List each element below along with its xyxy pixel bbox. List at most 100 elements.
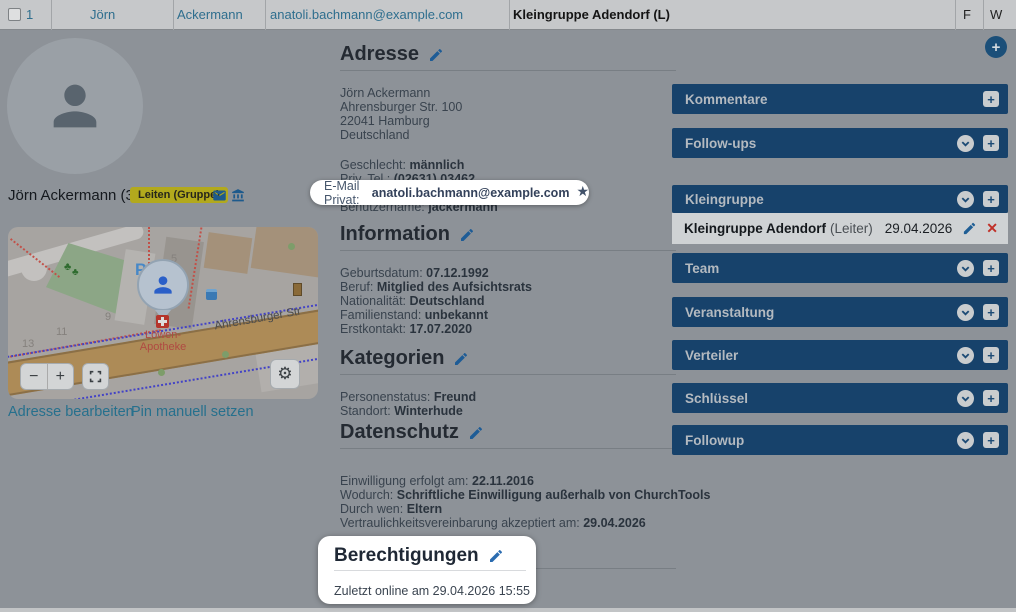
star-icon[interactable]: ★ bbox=[576, 183, 589, 199]
field-row: Nationalität: Deutschland bbox=[340, 294, 485, 308]
field-label: Durch wen: bbox=[340, 502, 404, 516]
column-divider bbox=[265, 0, 266, 30]
column-divider bbox=[51, 0, 52, 30]
row-email-link[interactable]: anatoli.bachmann@example.com bbox=[270, 7, 464, 22]
section-title-text: Kategorien bbox=[340, 347, 445, 369]
field-label: Geschlecht: bbox=[340, 158, 407, 172]
panel-label: Kommentare bbox=[685, 91, 768, 107]
plus-glyph: + bbox=[987, 135, 995, 151]
panel-followup[interactable]: Followup + bbox=[672, 425, 1008, 455]
map-pin bbox=[137, 259, 189, 311]
field-value: männlich bbox=[409, 158, 465, 172]
chevron-down-icon[interactable] bbox=[957, 431, 974, 449]
chevron-down-icon[interactable] bbox=[957, 303, 974, 321]
row-group-cell: Kleingruppe Adendorf (L) bbox=[513, 7, 670, 22]
add-relation-button[interactable]: + bbox=[985, 36, 1007, 58]
plus-icon[interactable]: + bbox=[983, 304, 999, 320]
chevron-down-icon[interactable] bbox=[957, 389, 974, 407]
plus-icon[interactable]: + bbox=[983, 432, 999, 448]
panel-veranstaltung[interactable]: Veranstaltung + bbox=[672, 297, 1008, 327]
plus-icon[interactable]: + bbox=[983, 260, 999, 276]
map-zoom-in-button[interactable]: + bbox=[55, 367, 65, 385]
edit-address-link[interactable]: Adresse bearbeiten bbox=[8, 404, 134, 420]
section-title-kategorien: Kategorien bbox=[340, 347, 469, 370]
panel-kommentare[interactable]: Kommentare + bbox=[672, 84, 1008, 114]
mail-icon[interactable] bbox=[211, 188, 228, 203]
field-value: Winterhude bbox=[394, 404, 463, 418]
field-label: Einwilligung erfolgt am: bbox=[340, 474, 469, 488]
plus-icon[interactable]: + bbox=[983, 347, 999, 363]
tree-icon: ♣ bbox=[72, 267, 79, 278]
plus-icon[interactable]: + bbox=[983, 91, 999, 107]
map-house-number: 11 bbox=[56, 326, 68, 338]
row-index-link[interactable]: 1 bbox=[26, 7, 34, 22]
last-online-text: Zuletzt online am 29.04.2026 15:55 bbox=[334, 584, 530, 598]
plus-glyph: + bbox=[987, 432, 995, 448]
panel-kleingruppe[interactable]: Kleingruppe + bbox=[672, 185, 1008, 213]
section-title-berechtigungen: Berechtigungen bbox=[334, 545, 536, 567]
panel-label: Veranstaltung bbox=[685, 304, 775, 320]
group-date: 29.04.2026 bbox=[884, 221, 953, 236]
plus-icon[interactable]: + bbox=[983, 390, 999, 406]
email-private-highlight[interactable]: E-Mail Privat: anatoli.bachmann@example.… bbox=[310, 179, 589, 207]
field-value: Mitglied des Aufsichtsrats bbox=[376, 280, 532, 294]
field-value: 29.04.2026 bbox=[583, 516, 646, 530]
address-line: Jörn Ackermann bbox=[340, 86, 431, 100]
plus-icon[interactable]: + bbox=[983, 135, 999, 151]
map-zoom-out-button[interactable]: − bbox=[29, 367, 39, 385]
panel-team[interactable]: Team + bbox=[672, 253, 1008, 283]
person-list-row: 1 Jörn Ackermann anatoli.bachmann@exampl… bbox=[0, 0, 1016, 30]
panel-schluessel[interactable]: Schlüssel + bbox=[672, 383, 1008, 413]
map-poi-dot bbox=[158, 369, 165, 376]
plus-glyph: + bbox=[987, 191, 995, 207]
field-value: anatoli.bachmann@example.com bbox=[371, 185, 570, 200]
chevron-down-icon[interactable] bbox=[957, 346, 974, 364]
chevron-down-icon[interactable] bbox=[957, 259, 974, 277]
kleingruppe-entry-row: Kleingruppe Adendorf (Leiter) 29.04.2026… bbox=[672, 213, 1008, 244]
panel-followups[interactable]: Follow-ups + bbox=[672, 128, 1008, 158]
group-name[interactable]: Kleingruppe Adendorf bbox=[684, 221, 826, 236]
edit-pencil-icon[interactable] bbox=[428, 47, 444, 63]
section-title-information: Information bbox=[340, 223, 475, 246]
edit-pencil-icon[interactable] bbox=[488, 548, 504, 564]
plus-icon[interactable]: + bbox=[983, 191, 999, 207]
panel-label: Schlüssel bbox=[685, 390, 749, 406]
section-divider bbox=[340, 250, 676, 251]
row-checkbox[interactable] bbox=[8, 8, 21, 21]
section-title-text: Berechtigungen bbox=[334, 545, 479, 566]
field-value: Schriftliche Einwilligung außerhalb von … bbox=[396, 488, 711, 502]
avatar bbox=[7, 38, 143, 174]
address-line: 22041 Hamburg bbox=[340, 114, 430, 128]
edit-pencil-icon[interactable] bbox=[453, 351, 469, 367]
address-map[interactable]: ♣ ♣ Ahrensburger Str 5 9 11 13 P bbox=[8, 227, 318, 399]
field-label: Wodurch: bbox=[340, 488, 394, 502]
column-divider bbox=[509, 0, 510, 30]
map-fullscreen-button[interactable] bbox=[82, 363, 109, 390]
field-row: Personenstatus: Freund bbox=[340, 390, 476, 404]
chevron-down-icon[interactable] bbox=[957, 134, 974, 152]
panel-label: Verteiler bbox=[685, 347, 739, 363]
berechtigungen-highlight[interactable]: Berechtigungen Zuletzt online am 29.04.2… bbox=[318, 536, 536, 604]
field-value: Deutschland bbox=[409, 294, 485, 308]
section-title-text: Adresse bbox=[340, 43, 419, 65]
field-row: Beruf: Mitglied des Aufsichtsrats bbox=[340, 280, 532, 294]
panel-verteiler[interactable]: Verteiler + bbox=[672, 340, 1008, 370]
set-pin-link[interactable]: Pin manuell setzen bbox=[131, 404, 254, 420]
field-label: Familienstand: bbox=[340, 308, 422, 322]
field-row: Einwilligung erfolgt am: 22.11.2016 bbox=[340, 474, 534, 488]
column-divider bbox=[955, 0, 956, 30]
chevron-down-icon[interactable] bbox=[957, 190, 974, 208]
row-firstname-link[interactable]: Jörn bbox=[90, 7, 116, 22]
map-poi-dot bbox=[222, 351, 229, 358]
map-house-number: 9 bbox=[105, 311, 112, 323]
field-row: Vertraulichkeitsvereinbarung akzeptiert … bbox=[340, 516, 646, 530]
edit-pencil-icon[interactable] bbox=[459, 227, 475, 243]
edit-pencil-icon[interactable] bbox=[962, 221, 977, 236]
section-title-text: Information bbox=[340, 223, 450, 245]
field-row: Geschlecht: männlich bbox=[340, 158, 464, 172]
organization-icon[interactable] bbox=[231, 188, 245, 203]
map-settings-button[interactable]: ⚙ bbox=[270, 359, 300, 389]
edit-pencil-icon[interactable] bbox=[468, 425, 484, 441]
delete-icon[interactable]: ✕ bbox=[986, 220, 998, 236]
row-lastname-link[interactable]: Ackermann bbox=[177, 7, 243, 22]
